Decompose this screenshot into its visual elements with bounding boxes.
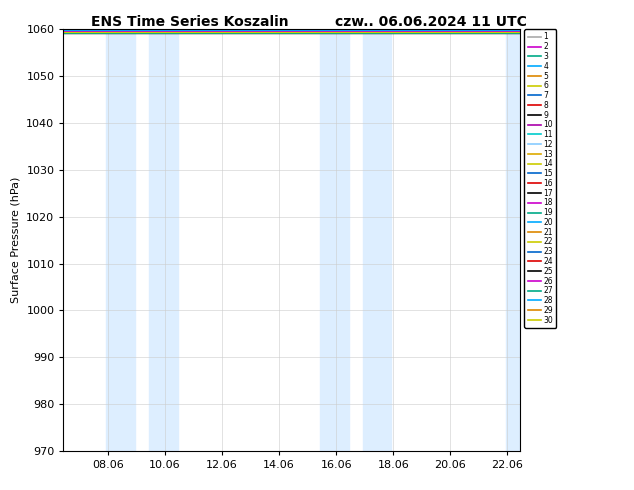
Y-axis label: Surface Pressure (hPa): Surface Pressure (hPa) — [11, 177, 21, 303]
Text: ENS Time Series Koszalin: ENS Time Series Koszalin — [91, 15, 289, 29]
Bar — [107, 29, 135, 451]
Legend: 1, 2, 3, 4, 5, 6, 7, 8, 9, 10, 11, 12, 13, 14, 15, 16, 17, 18, 19, 20, 21, 22, 2: 1, 2, 3, 4, 5, 6, 7, 8, 9, 10, 11, 12, 1… — [524, 29, 557, 328]
Text: czw.. 06.06.2024 11 UTC: czw.. 06.06.2024 11 UTC — [335, 15, 527, 29]
Bar — [149, 29, 178, 451]
Bar — [506, 29, 520, 451]
Bar — [320, 29, 349, 451]
Bar — [363, 29, 391, 451]
